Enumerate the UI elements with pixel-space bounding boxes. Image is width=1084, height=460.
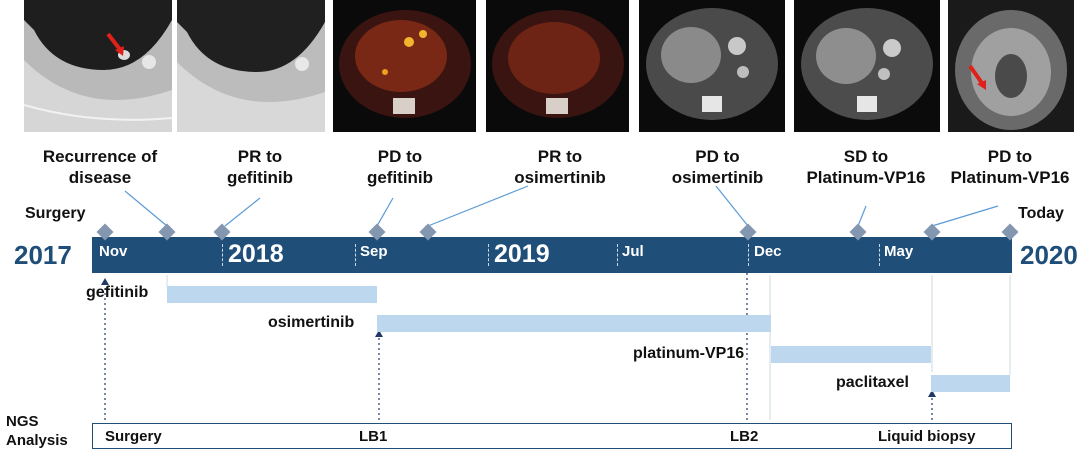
separator: [355, 244, 356, 266]
month-sep: Sep: [360, 243, 388, 260]
event-pr-osimertinib: PR to osimertinib: [514, 147, 606, 187]
event-pd-platinum: PD to Platinum-VP16: [950, 147, 1070, 187]
ngs-analysis-box: [92, 423, 1012, 449]
drug-bar-paclitaxel: [931, 375, 1010, 392]
month-may: May: [884, 243, 914, 260]
scan-ct-lung-recurrence: [24, 0, 172, 132]
scan-ct-pd-osimertinib: [639, 0, 785, 132]
scan-pet-pr-osimertinib: [486, 0, 629, 132]
ngs-surgery: Surgery: [105, 428, 162, 445]
separator: [222, 244, 223, 266]
month-dec: Dec: [754, 243, 782, 260]
year-2019: 2019: [494, 240, 550, 268]
event-pr-gefitinib: PR to gefitinib: [226, 147, 294, 187]
ngs-liquid-biopsy: Liquid biopsy: [878, 428, 976, 445]
event-pd-gefitinib: PD to gefitinib: [366, 147, 434, 187]
separator: [488, 244, 489, 266]
year-2017: 2017: [14, 240, 72, 270]
scan-pet-pd-gefitinib: [333, 0, 476, 132]
drug-label-gefitinib: gefitinib: [86, 284, 149, 301]
ngs-lb2: LB2: [730, 428, 759, 445]
separator: [617, 244, 618, 266]
timeline-bar: [92, 237, 1012, 273]
today-label: Today: [1018, 205, 1064, 222]
drug-bar-platinum: [771, 346, 931, 363]
event-sd-platinum: SD to Platinum-VP16: [806, 147, 926, 187]
drug-bar-gefitinib: [167, 286, 377, 303]
scan-ct-lung-pr: [177, 0, 325, 132]
ngs-title: NGS Analysis: [6, 413, 68, 449]
ngs-lb1: LB1: [359, 428, 388, 445]
year-2018: 2018: [228, 240, 284, 268]
separator: [748, 244, 749, 266]
event-recurrence: Recurrence of disease: [42, 147, 158, 187]
drug-bar-osimertinib: [377, 315, 771, 332]
event-pd-osimertinib: PD to osimertinib: [671, 147, 764, 187]
year-2020: 2020: [1020, 240, 1078, 270]
drug-label-platinum: platinum-VP16: [633, 345, 745, 362]
scan-mri-pd-platinum: [948, 0, 1074, 132]
drug-label-osimertinib: osimertinib: [268, 314, 355, 331]
scan-ct-sd-platinum: [794, 0, 940, 132]
surgery-label: Surgery: [25, 205, 86, 222]
month-jul: Jul: [622, 243, 644, 260]
separator: [879, 244, 880, 266]
month-nov: Nov: [99, 243, 128, 260]
drug-label-paclitaxel: paclitaxel: [836, 374, 909, 391]
